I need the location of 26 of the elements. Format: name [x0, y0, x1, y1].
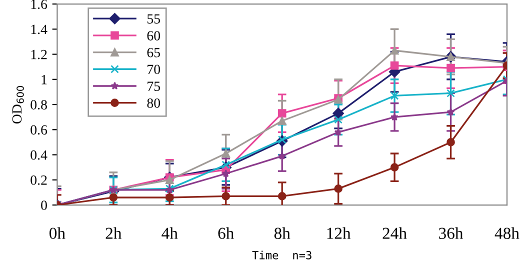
legend-label: 65: [147, 48, 160, 58]
y-tick-label: 1.2: [31, 50, 47, 60]
x-tick-label: 4h: [162, 227, 178, 239]
legend-label: 75: [148, 82, 160, 91]
y-tick-label: 0.2: [30, 175, 47, 185]
legend-label: 60: [147, 31, 160, 40]
x-tick-label: 6h: [218, 227, 234, 239]
x-tick-label: 24h: [382, 227, 407, 239]
x-tick-label: 36h: [439, 227, 464, 239]
x-tick-label: 12h: [327, 227, 351, 239]
x-tick-label: 48h: [494, 227, 520, 239]
legend-label: 55: [147, 14, 160, 24]
y-tick-label: 0.8: [30, 100, 47, 110]
y-tick-label: 0.6: [30, 125, 48, 135]
legend-label: 70: [148, 64, 160, 74]
y-tick-label: 1: [42, 75, 47, 84]
x-axis-title: Time n=3: [252, 250, 312, 260]
x-tick-label: 2h: [106, 227, 122, 239]
x-tick-label: 8h: [274, 227, 290, 239]
y-axis-title: OD$_{600}$: [12, 86, 24, 124]
y-tick-label: 1.6: [31, 0, 48, 10]
x-tick-label: 0h: [50, 227, 66, 239]
y-tick-label: 1.4: [31, 24, 48, 34]
legend-label: 80: [147, 98, 160, 108]
y-tick-label: 0: [41, 200, 47, 210]
y-tick-label: 0.4: [30, 150, 48, 160]
